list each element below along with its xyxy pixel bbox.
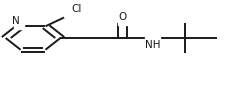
Text: Cl: Cl xyxy=(72,4,82,14)
Text: NH: NH xyxy=(144,40,160,50)
Text: N: N xyxy=(12,16,19,26)
Bar xyxy=(145,37,160,43)
Bar xyxy=(64,12,79,17)
Text: O: O xyxy=(118,12,127,22)
Bar xyxy=(14,24,24,29)
Bar xyxy=(118,20,128,25)
